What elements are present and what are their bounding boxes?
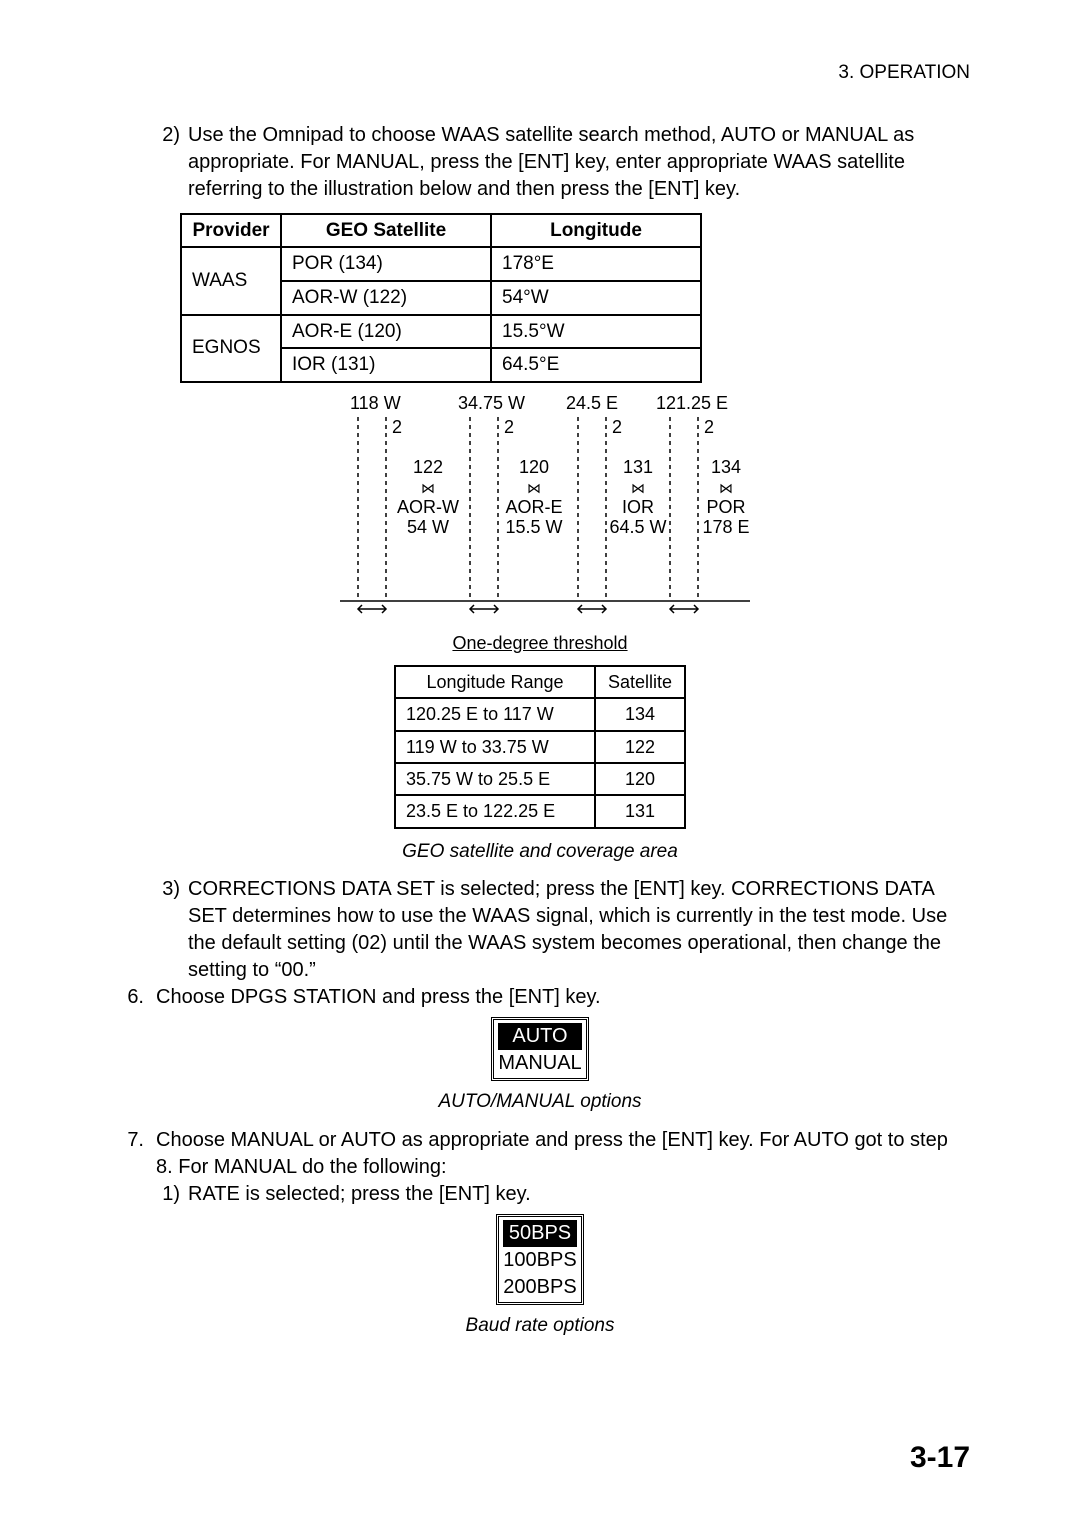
step-2-num: 2) <box>150 122 184 203</box>
menu1-other: MANUAL <box>498 1050 581 1077</box>
dia-two-0: 2 <box>392 417 402 437</box>
dia-top-3: 121.25 E <box>656 393 728 413</box>
dia-top-0: 118 W <box>350 393 401 413</box>
step-3-text: CORRECTIONS DATA SET is selected; press … <box>184 876 970 984</box>
range-r-2: 35.75 W to 25.5 E <box>395 763 595 795</box>
step-7-num: 7. <box>110 1127 150 1181</box>
dia-sat-2: 131 ⋈ IOR 64.5 W <box>609 457 666 537</box>
dia-two-2: 2 <box>612 417 622 437</box>
svg-text:64.5 W: 64.5 W <box>609 517 666 537</box>
step-6-text: Choose DPGS STATION and press the [ENT] … <box>150 984 970 1011</box>
svg-text:15.5 W: 15.5 W <box>505 517 562 537</box>
geo-cell-sat-2: AOR-E (120) <box>281 315 491 349</box>
caption-auto-manual: AUTO/MANUAL options <box>110 1089 970 1115</box>
step-6-num: 6. <box>110 984 150 1011</box>
step-2: 2) Use the Omnipad to choose WAAS satell… <box>110 122 970 203</box>
dia-sat-3: 134 ⋈ POR 178 E <box>702 457 749 537</box>
menu1-selected: AUTO <box>498 1023 581 1050</box>
step-2-text: Use the Omnipad to choose WAAS satellite… <box>184 122 970 203</box>
svg-text:122: 122 <box>413 457 443 477</box>
geo-satellite-table: Provider GEO Satellite Longitude WAAS PO… <box>180 213 702 383</box>
svg-text:54 W: 54 W <box>407 517 449 537</box>
geo-cell-lon-0: 178°E <box>491 247 701 281</box>
step-3-num: 3) <box>150 876 184 984</box>
svg-text:134: 134 <box>711 457 741 477</box>
dia-top-1: 34.75 W <box>458 393 525 413</box>
svg-text:IOR: IOR <box>622 497 654 517</box>
step-7: 7. Choose MANUAL or AUTO as appropriate … <box>110 1127 970 1181</box>
geo-head-lon: Longitude <box>491 214 701 248</box>
step-7-1-text: RATE is selected; press the [ENT] key. <box>184 1181 970 1208</box>
geo-head-provider: Provider <box>181 214 281 248</box>
geo-cell-sat-1: AOR-W (122) <box>281 281 491 315</box>
svg-text:⋈: ⋈ <box>631 480 645 496</box>
range-s-0: 134 <box>595 698 685 730</box>
svg-text:AOR-E: AOR-E <box>505 497 562 517</box>
dia-sat-1: 120 ⋈ AOR-E 15.5 W <box>505 457 562 537</box>
baud-rate-menu: 50BPS 100BPS 200BPS <box>496 1214 583 1305</box>
auto-manual-menu: AUTO MANUAL <box>491 1017 588 1081</box>
range-head-sat: Satellite <box>595 666 685 698</box>
range-s-1: 122 <box>595 731 685 763</box>
svg-text:POR: POR <box>706 497 745 517</box>
step-7-text: Choose MANUAL or AUTO as appropriate and… <box>150 1127 970 1181</box>
menu2-opt-1: 200BPS <box>503 1274 576 1301</box>
step-7-1: 1) RATE is selected; press the [ENT] key… <box>110 1181 970 1208</box>
menu2-selected: 50BPS <box>503 1220 576 1247</box>
caption-geo: GEO satellite and coverage area <box>110 839 970 865</box>
coverage-diagram: 118 W 34.75 W 24.5 E 121.25 E 2 2 2 2 12… <box>320 393 760 623</box>
geo-cell-sat-0: POR (134) <box>281 247 491 281</box>
dia-top-2: 24.5 E <box>566 393 618 413</box>
page-number: 3-17 <box>910 1438 970 1479</box>
range-r-1: 119 W to 33.75 W <box>395 731 595 763</box>
range-r-3: 23.5 E to 122.25 E <box>395 795 595 827</box>
dia-sat-0: 122 ⋈ AOR-W 54 W <box>397 457 459 537</box>
range-s-2: 120 <box>595 763 685 795</box>
step-6: 6. Choose DPGS STATION and press the [EN… <box>110 984 970 1011</box>
longitude-range-table: Longitude Range Satellite 120.25 E to 11… <box>394 665 686 828</box>
menu2-opt-0: 100BPS <box>503 1247 576 1274</box>
range-s-3: 131 <box>595 795 685 827</box>
step-3: 3) CORRECTIONS DATA SET is selected; pre… <box>110 876 970 984</box>
svg-text:120: 120 <box>519 457 549 477</box>
range-r-0: 120.25 E to 117 W <box>395 698 595 730</box>
threshold-label: One-degree threshold <box>110 631 970 655</box>
geo-cell-lon-3: 64.5°E <box>491 348 701 382</box>
geo-cell-prov-0: WAAS <box>181 247 281 314</box>
geo-cell-lon-1: 54°W <box>491 281 701 315</box>
range-head-range: Longitude Range <box>395 666 595 698</box>
svg-text:AOR-W: AOR-W <box>397 497 459 517</box>
geo-cell-lon-2: 15.5°W <box>491 315 701 349</box>
dia-two-1: 2 <box>504 417 514 437</box>
dia-two-3: 2 <box>704 417 714 437</box>
svg-text:⋈: ⋈ <box>421 480 435 496</box>
caption-baud: Baud rate options <box>110 1313 970 1339</box>
svg-text:131: 131 <box>623 457 653 477</box>
svg-text:⋈: ⋈ <box>719 480 733 496</box>
geo-cell-prov-2: EGNOS <box>181 315 281 382</box>
step-7-1-num: 1) <box>150 1181 184 1208</box>
chapter-header: 3. OPERATION <box>110 60 970 86</box>
svg-text:⋈: ⋈ <box>527 480 541 496</box>
svg-text:178 E: 178 E <box>702 517 749 537</box>
geo-cell-sat-3: IOR (131) <box>281 348 491 382</box>
geo-head-sat: GEO Satellite <box>281 214 491 248</box>
